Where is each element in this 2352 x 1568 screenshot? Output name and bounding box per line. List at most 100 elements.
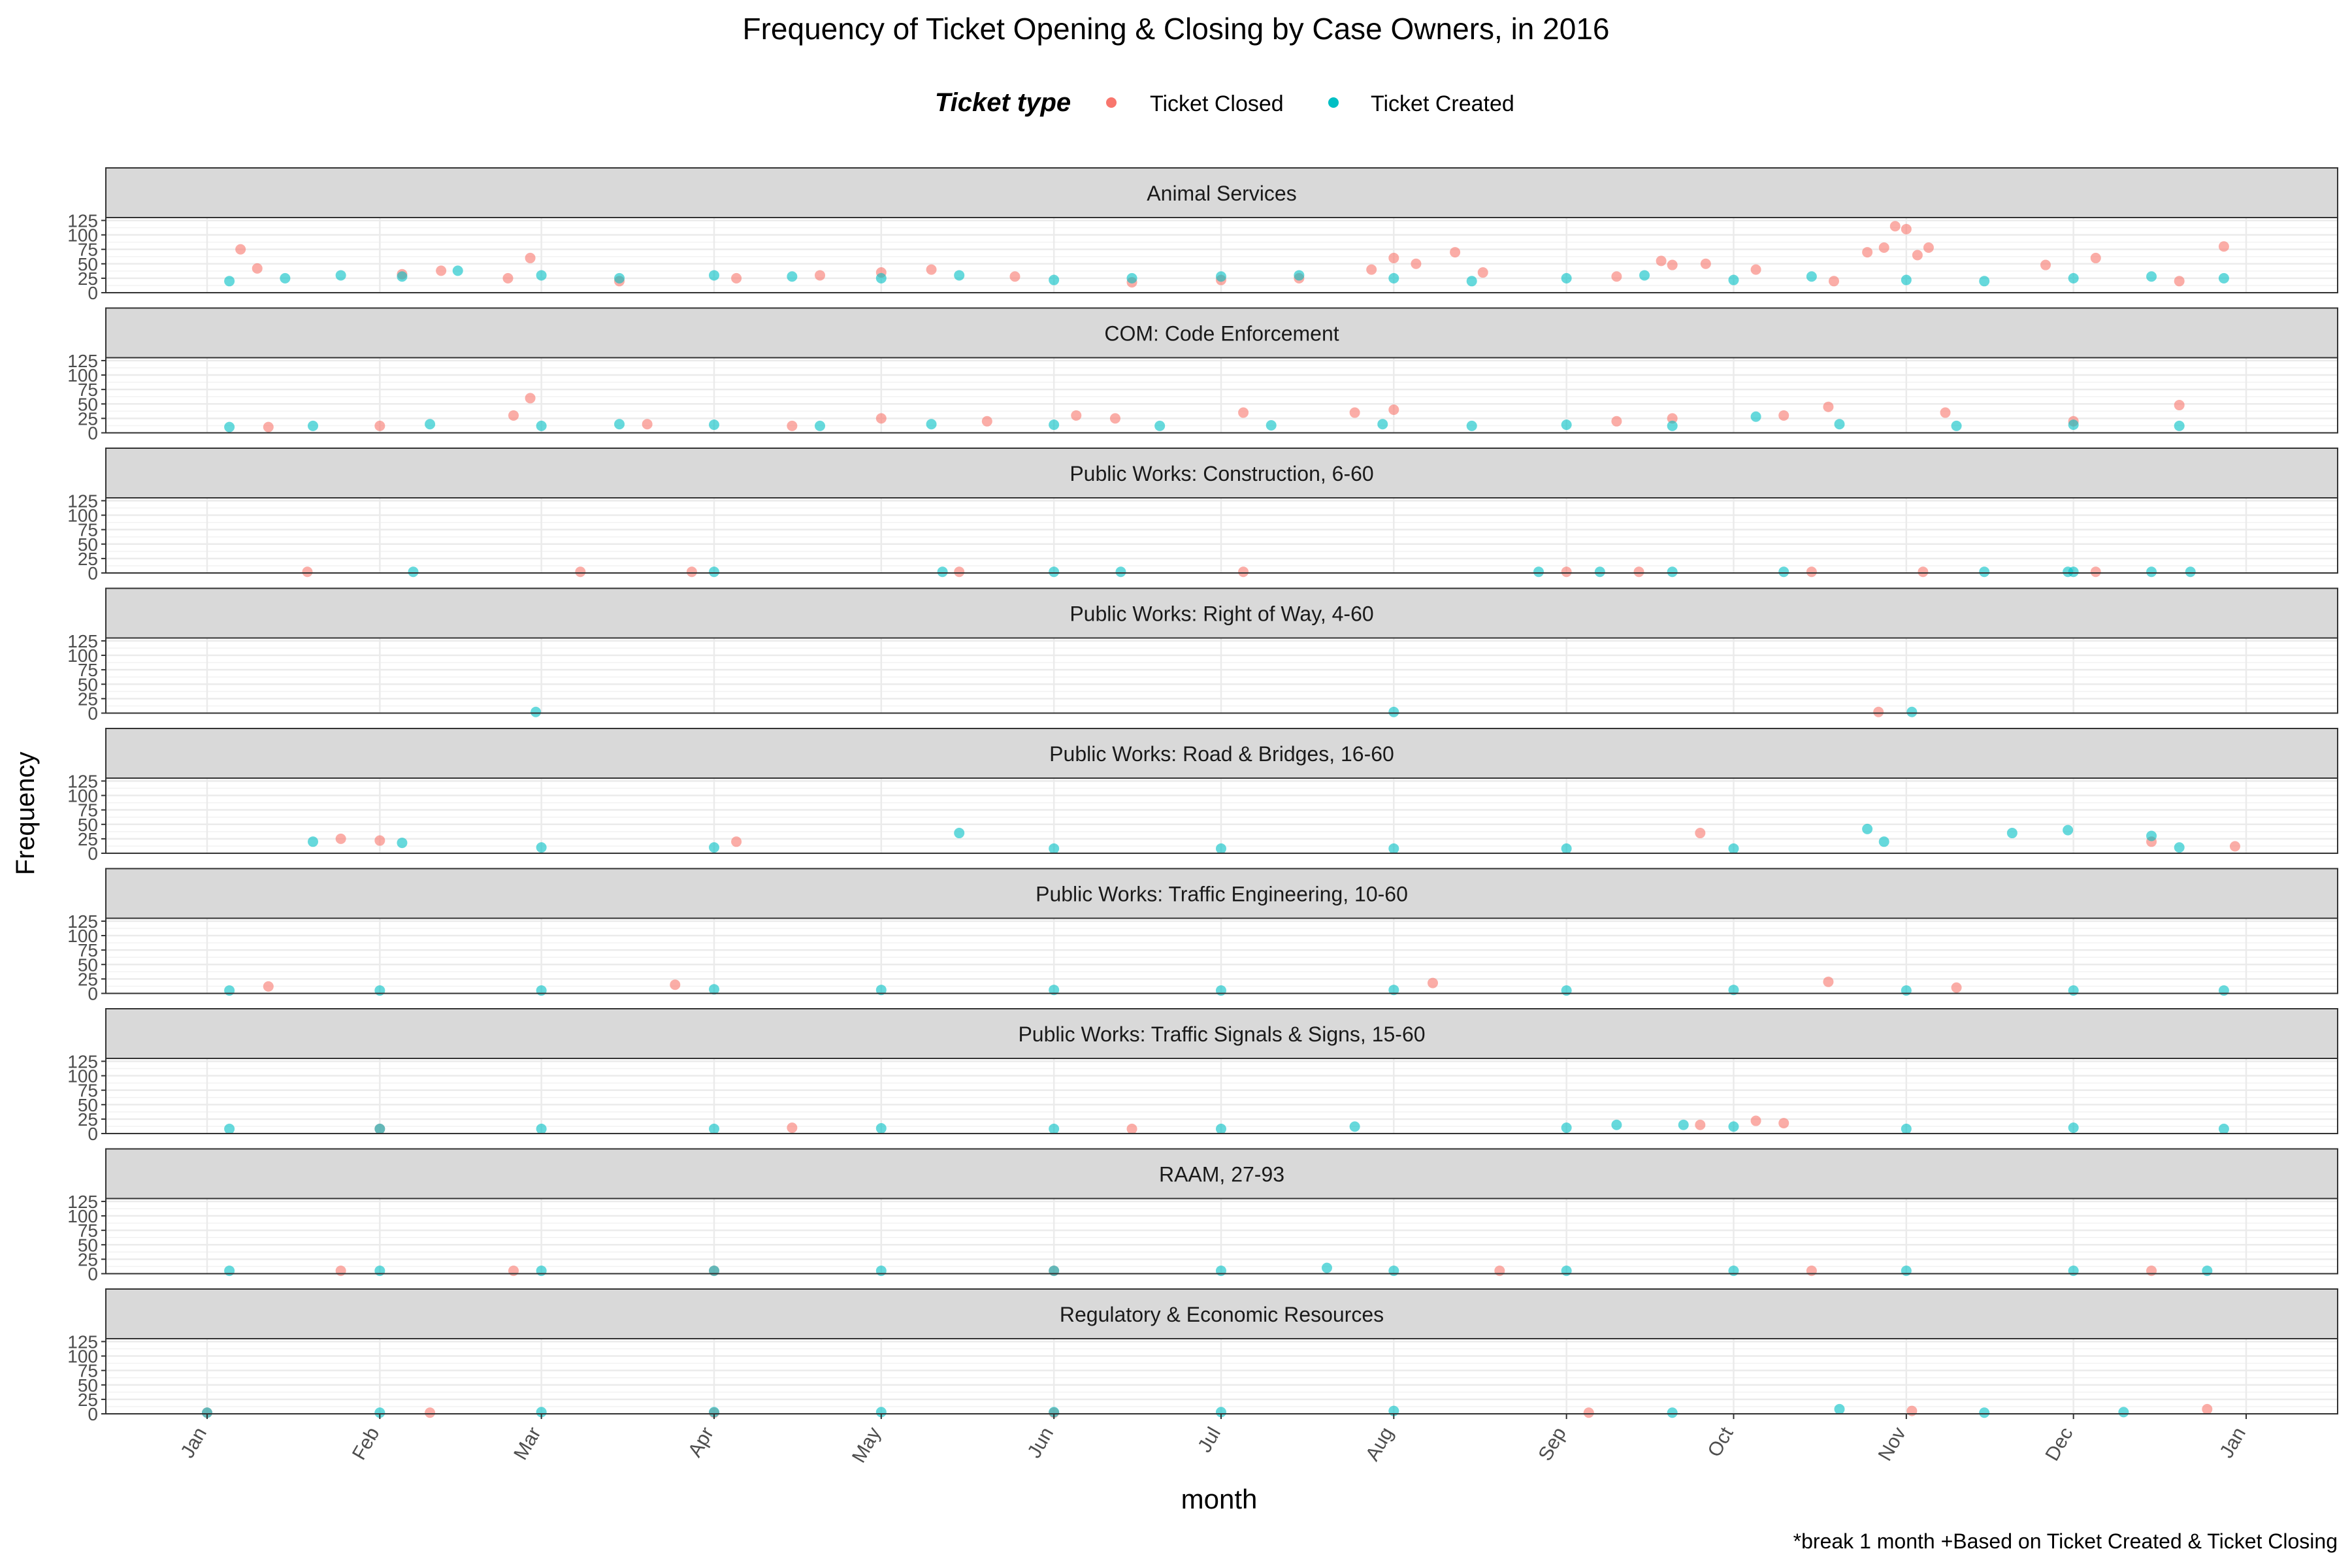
- data-point: [1667, 566, 1678, 578]
- data-point: [1009, 271, 1021, 282]
- data-point: [1823, 401, 1834, 412]
- series-ticket-created: [531, 706, 1918, 717]
- data-point: [1049, 419, 1060, 431]
- legend: Ticket type Ticket Closed Ticket Created: [935, 88, 1514, 117]
- y-tick-label: 50: [78, 534, 98, 555]
- data-point: [1215, 1123, 1226, 1134]
- x-tick-label: Oct: [1704, 1423, 1738, 1460]
- data-point: [2174, 400, 2185, 411]
- data-point: [536, 1266, 547, 1277]
- y-tick-label: 100: [67, 1206, 98, 1226]
- data-point: [787, 271, 798, 282]
- panel-border: [105, 1198, 2338, 1275]
- data-point: [1700, 258, 1711, 269]
- data-point: [374, 420, 385, 431]
- data-point: [308, 836, 319, 847]
- panel-border: [105, 777, 2338, 854]
- y-tick-label: 100: [67, 1347, 98, 1367]
- data-point: [1901, 985, 1912, 996]
- data-point: [1366, 264, 1377, 275]
- data-point: [2202, 1403, 2213, 1414]
- data-point: [1215, 1407, 1226, 1418]
- data-point: [1906, 706, 1918, 717]
- y-tick-label: 75: [78, 520, 98, 540]
- y-tick-label: 50: [78, 955, 98, 975]
- data-point: [815, 270, 826, 281]
- data-point: [937, 566, 948, 578]
- data-point: [1377, 419, 1388, 430]
- y-tick-label: 25: [78, 829, 98, 849]
- data-point: [374, 835, 385, 846]
- chart-caption: *break 1 month +Based on Ticket Created …: [1793, 1529, 2338, 1553]
- data-point: [1411, 258, 1422, 269]
- data-point: [2146, 1266, 2157, 1277]
- data-point: [1806, 271, 1817, 282]
- data-point: [202, 1407, 212, 1418]
- data-point: [954, 270, 965, 281]
- panel-border: [105, 637, 2338, 714]
- y-tick-label: 125: [67, 1192, 98, 1212]
- data-point: [1561, 985, 1572, 996]
- data-point: [2218, 985, 2229, 996]
- series-ticket-created: [224, 1262, 2213, 1277]
- data-point: [224, 276, 235, 287]
- data-point: [614, 419, 625, 430]
- chart-title: Frequency of Ticket Opening & Closing by…: [742, 12, 1609, 46]
- y-tick-label: 125: [67, 631, 98, 651]
- facet-strip-label: Public Works: Traffic Signals & Signs, 1…: [1018, 1022, 1425, 1046]
- data-point: [1834, 1403, 1845, 1414]
- data-point: [815, 420, 826, 431]
- data-point: [335, 1266, 346, 1277]
- data-point: [308, 420, 319, 431]
- y-tick-label: 0: [88, 1124, 98, 1144]
- data-point: [708, 1407, 719, 1418]
- data-point: [1561, 1266, 1572, 1277]
- data-point: [926, 264, 937, 275]
- facet-strip: [105, 728, 2338, 779]
- facet-public-works-road-bridges-16-60: Public Works: Road & Bridges, 16-60 02550…: [67, 728, 2338, 864]
- panel-border: [105, 497, 2338, 574]
- data-point: [452, 265, 463, 276]
- series-ticket-closed: [263, 393, 2185, 433]
- y-tick-label: 0: [88, 423, 98, 444]
- data-point: [1778, 1118, 1789, 1129]
- data-point: [2068, 1122, 2079, 1134]
- data-point: [2006, 828, 2017, 839]
- data-point: [508, 1266, 519, 1277]
- data-point: [1656, 255, 1667, 267]
- data-point: [1611, 271, 1622, 282]
- data-point: [397, 838, 408, 849]
- data-point: [1477, 267, 1488, 278]
- y-tick-label: 125: [67, 351, 98, 371]
- data-point: [1561, 843, 1572, 854]
- series-ticket-created: [224, 411, 2185, 433]
- y-tick-label: 25: [78, 689, 98, 709]
- data-point: [731, 836, 742, 847]
- y-tick-label: 0: [88, 563, 98, 583]
- data-point: [708, 1123, 719, 1134]
- data-point: [1695, 828, 1706, 839]
- data-point: [302, 566, 313, 578]
- data-point: [1667, 1407, 1678, 1418]
- x-tick-label: Jan: [176, 1424, 211, 1462]
- x-axis: Jan Feb Mar Apr May Jun Jul Aug Sep Oct Nov Dec Jan: [176, 1414, 2250, 1467]
- x-tick-label: Nov: [1874, 1424, 1910, 1465]
- data-point: [408, 566, 419, 578]
- panel-border: [105, 1338, 2338, 1414]
- data-point: [1889, 221, 1901, 232]
- data-point: [536, 842, 547, 853]
- data-point: [708, 270, 719, 281]
- data-point: [224, 1266, 235, 1277]
- y-tick-label: 50: [78, 1375, 98, 1396]
- data-point: [1215, 843, 1226, 854]
- data-point: [1561, 419, 1572, 431]
- data-point: [614, 272, 625, 284]
- data-point: [1215, 1266, 1226, 1277]
- y-tick-label: 125: [67, 911, 98, 932]
- data-point: [2146, 830, 2157, 841]
- data-point: [1388, 252, 1399, 263]
- data-point: [1321, 1262, 1332, 1273]
- y-tick-label: 0: [88, 704, 98, 724]
- data-point: [575, 566, 586, 578]
- data-point: [1466, 276, 1477, 287]
